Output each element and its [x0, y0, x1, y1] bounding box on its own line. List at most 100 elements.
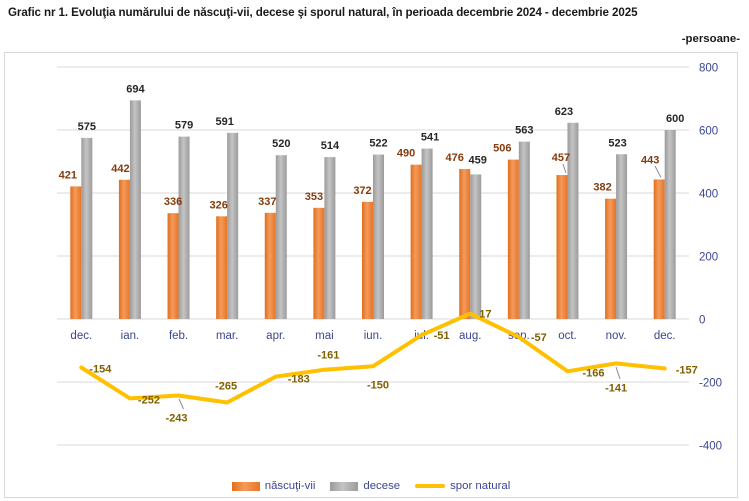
- bar-label-decese: 522: [369, 138, 387, 150]
- line-label-spor-natural: -154: [89, 364, 112, 376]
- bar-nascuti-vii: [507, 159, 519, 319]
- bar-label-nascuti-vii: 326: [209, 199, 227, 211]
- line-label-spor-natural: -252: [138, 394, 160, 406]
- bar-label-nascuti-vii: 476: [446, 152, 464, 164]
- ytick-label: 800: [699, 63, 718, 75]
- legend-swatch-nascuti-vii: [231, 481, 260, 491]
- bar-decese: [421, 148, 433, 319]
- bar-decese: [567, 122, 579, 319]
- month-label: iun.: [364, 330, 383, 342]
- month-label: oct.: [558, 330, 577, 342]
- legend: născuţi-vii decese spor natural: [5, 480, 737, 492]
- chart-area: 800 600 400 200 0 -200 -400 dec. ian. feb. mar. apr…: [4, 52, 738, 498]
- bar-decese: [470, 174, 482, 319]
- unit-label: -persoane-: [681, 33, 740, 45]
- bar-label-nascuti-vii: 443: [641, 154, 659, 166]
- bar-decese: [81, 137, 93, 319]
- bar-nascuti-vii: [167, 213, 179, 319]
- bar-nascuti-vii: [459, 169, 471, 319]
- line-label-spor-natural: -265: [215, 380, 237, 392]
- bar-nascuti-vii: [362, 201, 373, 319]
- line-label-spor-natural: -161: [317, 350, 339, 362]
- month-label: mai: [315, 330, 334, 342]
- bar-nascuti-vii: [264, 212, 276, 319]
- bar-nascuti-vii: [653, 179, 665, 319]
- line-label-spor-natural: -57: [531, 332, 547, 344]
- chart-plot: 800 600 400 200 0 -200 -400 dec. ian. feb. mar. apr…: [57, 63, 722, 453]
- bar-label-decese: 623: [555, 106, 573, 118]
- bar-label-decese: 514: [321, 140, 340, 152]
- bar-label-nascuti-vii: 457: [552, 152, 570, 164]
- label-leader-line: [615, 366, 621, 380]
- line-spor-natural: [79, 311, 667, 405]
- line-label-spor-natural: -157: [676, 364, 698, 376]
- bar-decese: [178, 136, 190, 319]
- bar-decese: [324, 157, 336, 319]
- month-label: nov.: [606, 330, 627, 342]
- legend-label-nascuti-vii: născuţi-vii: [264, 480, 316, 492]
- bar-label-decese: 563: [515, 125, 533, 137]
- bar-label-nascuti-vii: 337: [258, 196, 276, 208]
- bar-label-decese: 541: [421, 132, 439, 144]
- bar-label-decese: 575: [78, 121, 96, 133]
- label-leader-line: [654, 165, 662, 178]
- month-label: dec.: [654, 330, 676, 342]
- legend-item-nascuti-vii: născuţi-vii: [231, 480, 316, 492]
- month-label: ian.: [121, 330, 140, 342]
- month-label: apr.: [266, 330, 285, 342]
- bar-nascuti-vii: [556, 175, 568, 319]
- ytick-label: 600: [699, 126, 718, 138]
- bar-nascuti-vii: [118, 179, 130, 319]
- ytick-label: -200: [699, 378, 722, 390]
- bar-label-decese: 520: [272, 138, 290, 150]
- bar-nascuti-vii: [313, 207, 325, 319]
- bar-label-decese: 591: [215, 116, 233, 128]
- bar-label-nascuti-vii: 490: [397, 148, 415, 160]
- bar-nascuti-vii: [70, 186, 82, 319]
- line-label-spor-natural: -183: [288, 374, 310, 386]
- bar-label-decese: 694: [126, 83, 145, 95]
- bar-decese: [518, 141, 530, 319]
- bar-label-decese: 600: [666, 113, 684, 125]
- label-leader-line: [562, 163, 567, 174]
- bar-decese: [227, 132, 239, 319]
- label-leader-line: [178, 398, 184, 410]
- line-label-spor-natural: -141: [605, 382, 627, 394]
- bar-label-decese: 459: [469, 154, 487, 166]
- line-label-spor-natural: -243: [166, 413, 188, 425]
- bar-decese: [616, 154, 628, 319]
- bar-label-decese: 523: [608, 137, 626, 149]
- bar-label-nascuti-vii: 442: [111, 163, 129, 175]
- bar-decese: [664, 130, 676, 319]
- bar-label-decese: 579: [175, 120, 193, 132]
- bar-label-nascuti-vii: 372: [353, 185, 371, 197]
- bar-nascuti-vii: [605, 198, 617, 319]
- line-label-spor-natural: 17: [479, 309, 491, 321]
- ytick-label: -400: [699, 441, 722, 453]
- bar-decese: [129, 100, 141, 319]
- bar-nascuti-vii: [410, 164, 422, 319]
- month-label: dec.: [70, 330, 92, 342]
- month-label: feb.: [169, 330, 188, 342]
- chart-title: Grafic nr 1. Evoluţia numărului de născu…: [8, 6, 638, 19]
- legend-label-spor-natural: spor natural: [450, 480, 511, 492]
- legend-swatch-spor-natural: [415, 484, 446, 488]
- bar-decese: [275, 155, 287, 319]
- legend-item-decese: decese: [330, 480, 400, 492]
- legend-label-decese: decese: [363, 480, 401, 492]
- bar-label-nascuti-vii: 382: [593, 182, 611, 194]
- month-label: aug.: [459, 330, 481, 342]
- line-label-spor-natural: -51: [434, 330, 450, 342]
- line-label-spor-natural: -150: [367, 379, 389, 391]
- month-label: mar.: [216, 330, 238, 342]
- ytick-label: 200: [699, 252, 718, 264]
- bar-label-nascuti-vii: 506: [493, 143, 511, 155]
- bar-label-nascuti-vii: 421: [59, 169, 77, 181]
- ytick-label: 0: [699, 315, 705, 327]
- legend-item-spor-natural: spor natural: [415, 480, 510, 492]
- bar-label-nascuti-vii: 336: [164, 196, 182, 208]
- bar-decese: [373, 154, 384, 319]
- ytick-label: 400: [699, 189, 718, 201]
- line-label-spor-natural: -166: [582, 367, 604, 379]
